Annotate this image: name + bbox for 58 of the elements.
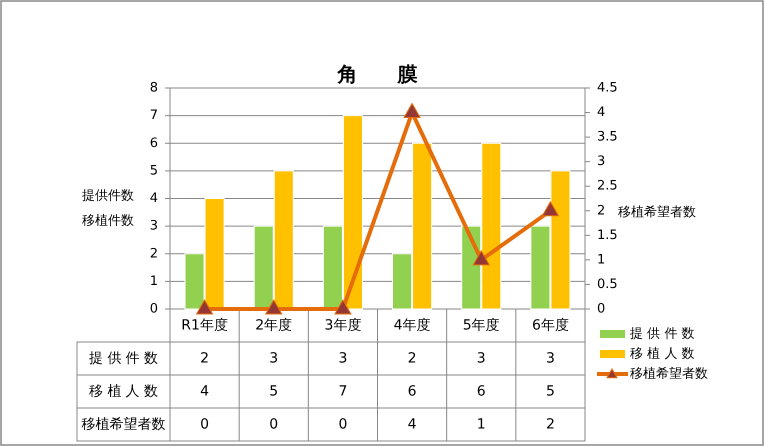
data-label: 0 bbox=[269, 416, 278, 432]
y2-tick-label: 2.5 bbox=[597, 178, 618, 194]
x-tick-label: 2年度 bbox=[255, 318, 292, 334]
y2-tick-label: 4.5 bbox=[597, 80, 618, 96]
y-tick-label: 8 bbox=[150, 80, 158, 96]
data-label: 4 bbox=[200, 384, 210, 400]
y2-tick-label: 3 bbox=[597, 154, 606, 170]
y2-tick-label: 4 bbox=[597, 105, 606, 120]
data-label: 4 bbox=[408, 416, 417, 432]
data-label: 5 bbox=[546, 384, 555, 400]
point bbox=[196, 300, 214, 314]
point bbox=[334, 300, 352, 314]
data-label: 3 bbox=[269, 350, 278, 366]
point bbox=[472, 250, 490, 266]
x-tick-label: 5年度 bbox=[462, 318, 500, 334]
y2-tick-label: 0.5 bbox=[597, 276, 618, 292]
text: 移 植 人 数 bbox=[88, 384, 158, 400]
y-tick-label: 1 bbox=[150, 274, 158, 289]
y-tick-label: 5 bbox=[150, 163, 158, 178]
text: 提 供 件 数 bbox=[88, 350, 158, 366]
data-label: 3 bbox=[476, 350, 486, 366]
y2-tick-label: 3.5 bbox=[597, 130, 618, 145]
text: 移植希望者数 bbox=[82, 416, 166, 432]
y2-tick-label: 1.5 bbox=[597, 228, 618, 243]
x-tick-label: 3年度 bbox=[324, 318, 362, 334]
y-tick-label: 4 bbox=[150, 191, 158, 206]
y-tick-label: 0 bbox=[150, 302, 158, 316]
chart-title: 角 膜 bbox=[336, 62, 418, 86]
data-label: 2 bbox=[408, 350, 417, 366]
y2-tick-label: 0 bbox=[597, 302, 606, 316]
legend-label: 提 供 件 数 bbox=[630, 326, 694, 342]
y-tick-label: 3 bbox=[150, 218, 158, 234]
y2-tick-label: 2 bbox=[597, 203, 606, 218]
y2-tick-label: 1 bbox=[597, 252, 606, 268]
point bbox=[265, 300, 282, 314]
legend-label: 移 植 人 数 bbox=[630, 346, 694, 362]
point bbox=[404, 103, 421, 118]
data-label: 1 bbox=[476, 416, 486, 432]
point bbox=[542, 201, 559, 216]
x-tick-label: R1年度 bbox=[181, 318, 228, 334]
data-label: 6 bbox=[476, 384, 486, 400]
x-tick-label: 6年度 bbox=[532, 318, 569, 334]
y-tick-label: 7 bbox=[150, 108, 158, 124]
y-tick-label: 6 bbox=[150, 136, 158, 151]
data-label: 3 bbox=[338, 350, 348, 366]
legend-label: 移植希望者数 bbox=[630, 366, 708, 382]
data-label: 0 bbox=[338, 416, 348, 432]
y2-axis-title: 移植希望者数 bbox=[618, 205, 696, 220]
x-tick-label: 4年度 bbox=[394, 318, 431, 334]
data-label: 5 bbox=[269, 384, 278, 400]
data-label: 2 bbox=[546, 416, 555, 432]
y-tick-label: 2 bbox=[150, 246, 158, 262]
data-label: 0 bbox=[200, 416, 210, 432]
y-axis-title: 提供件数移植件数 bbox=[82, 188, 134, 228]
data-label: 7 bbox=[338, 384, 348, 400]
data-label: 2 bbox=[200, 350, 210, 366]
data-label: 6 bbox=[408, 384, 417, 400]
data-label: 3 bbox=[546, 350, 555, 366]
